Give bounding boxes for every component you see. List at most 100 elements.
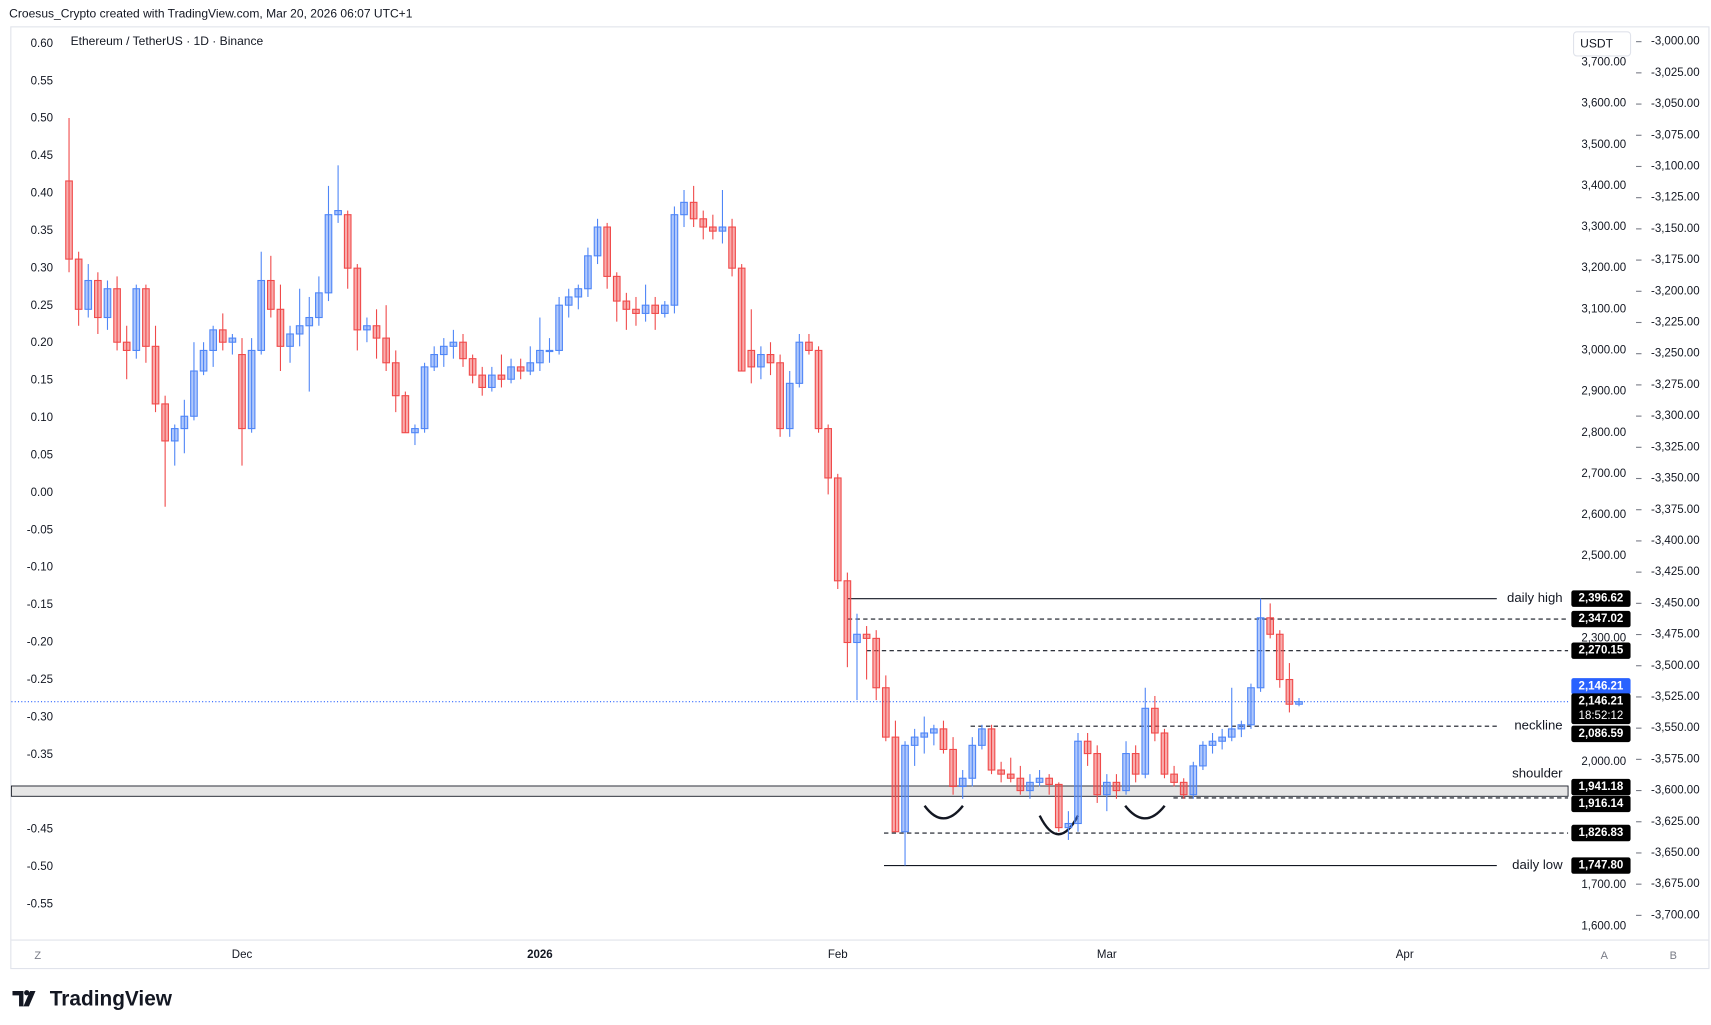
right-tick-label: -3,600.00 <box>1651 785 1700 797</box>
price-tick-label: 1,700.00 <box>1581 879 1626 891</box>
candle-body <box>170 428 179 442</box>
right-tick-label: -3,050.00 <box>1651 98 1700 110</box>
attribution: Croesus_Crypto created with TradingView.… <box>9 6 413 20</box>
right-tick-label: -3,375.00 <box>1651 504 1700 516</box>
candle-body <box>997 769 1005 775</box>
candle-body <box>382 337 390 364</box>
candle-body <box>478 374 487 389</box>
right-tick-label: -3,450.00 <box>1651 597 1700 609</box>
left-tick-label: 0.30 <box>31 262 53 274</box>
candle-body <box>324 214 333 294</box>
candle-body <box>401 395 410 434</box>
candle-body <box>1179 781 1188 796</box>
candle-body <box>670 214 679 306</box>
candle-body <box>939 728 948 751</box>
price-tick-label: 2,900.00 <box>1581 386 1626 398</box>
right-tick-label: -3,125.00 <box>1651 192 1700 204</box>
left-shoulder-arc <box>923 804 964 820</box>
candle-body <box>593 226 602 257</box>
candle-body <box>1160 732 1169 775</box>
right-tick-label: -3,225.00 <box>1651 317 1700 329</box>
candle-body <box>497 374 506 380</box>
candle-body <box>103 288 112 319</box>
level-name: daily low <box>1512 857 1563 872</box>
candle-body <box>1208 740 1217 746</box>
right-tick-label: -3,325.00 <box>1651 441 1700 453</box>
candle-body <box>853 633 861 644</box>
left-tick-label: -0.35 <box>27 749 53 761</box>
candle-body <box>161 403 169 442</box>
level-label-box <box>1571 725 1631 743</box>
level-label: 2,270.15 <box>1579 645 1624 657</box>
last-price-label: 2,146.21 <box>1579 696 1624 708</box>
left-tick-label: 0.20 <box>31 337 53 349</box>
price-tick-label: 3,300.00 <box>1581 221 1626 233</box>
left-tick-label: 0.00 <box>31 487 53 499</box>
left-tick-label: 0.35 <box>31 225 53 237</box>
candle-body <box>910 736 919 746</box>
price-tick-label: 3,100.00 <box>1581 303 1626 315</box>
candle-body <box>1218 736 1226 742</box>
candle-body <box>930 728 938 734</box>
right-tick-label: -3,700.00 <box>1651 909 1700 921</box>
right-tick-label: -3,550.00 <box>1651 722 1700 734</box>
price-tick-label: 2,600.00 <box>1581 509 1626 521</box>
candles <box>65 118 1303 866</box>
left-tick-label: -0.15 <box>27 599 53 611</box>
zone-top-label-box <box>1571 778 1631 796</box>
price-tick-label: 2,500.00 <box>1581 550 1626 562</box>
candle-body <box>1035 777 1044 783</box>
price-tick-label: 3,000.00 <box>1581 344 1626 356</box>
left-tick-label: 0.15 <box>31 375 53 387</box>
corner-b[interactable]: B <box>1670 950 1677 962</box>
level-label-box <box>1571 857 1631 874</box>
candle-body <box>785 382 794 430</box>
candle-body <box>1054 783 1063 829</box>
currency[interactable]: USDT <box>1580 37 1613 51</box>
candle-body <box>372 325 381 339</box>
candle-body <box>843 580 852 644</box>
level-label: 1,747.80 <box>1579 860 1624 872</box>
corner-a[interactable]: A <box>1601 950 1609 962</box>
candle-body <box>1006 773 1015 779</box>
right-tick-label: -3,650.00 <box>1651 847 1700 859</box>
corner-left[interactable]: Z <box>34 950 41 962</box>
candle-body <box>94 279 102 319</box>
zone-bottom-label: 1,916.14 <box>1579 798 1624 810</box>
last-price-label-box <box>1571 693 1631 725</box>
left-tick-label: 0.60 <box>31 38 53 50</box>
candle-body <box>641 304 650 314</box>
zone-bottom-label-box <box>1571 795 1631 813</box>
candle-body <box>84 279 93 310</box>
currency-box[interactable] <box>1573 31 1632 57</box>
last-price-axis-label: 2,146.21 <box>1579 680 1624 692</box>
candle-body <box>728 226 736 269</box>
candle-body <box>680 201 688 216</box>
candle-body <box>199 349 208 372</box>
zone-name: shoulder <box>1512 765 1563 780</box>
level-label: 2,086.59 <box>1579 728 1624 740</box>
time-tick-label: Apr <box>1396 949 1414 961</box>
candle-body <box>968 744 977 779</box>
candle-body <box>536 349 544 364</box>
candle-body <box>65 180 73 260</box>
candle-body <box>439 345 448 356</box>
candle-body <box>603 226 611 277</box>
candle-body <box>209 329 218 351</box>
candle-body <box>776 362 784 430</box>
level-label: 2,347.02 <box>1579 613 1624 625</box>
left-tick-label: -0.25 <box>27 674 53 686</box>
candle-body <box>1064 822 1073 829</box>
left-tick-label: -0.20 <box>27 637 53 649</box>
candle-body <box>238 354 246 430</box>
candle-body <box>1266 617 1275 635</box>
candle-body <box>718 226 727 232</box>
candle-body <box>1256 617 1265 689</box>
right-tick-label: -3,075.00 <box>1651 129 1700 141</box>
zone-top-label: 1,941.18 <box>1579 781 1624 793</box>
price-tick-label: 3,400.00 <box>1581 180 1626 192</box>
candle-body <box>574 288 583 298</box>
candle-body <box>699 218 708 228</box>
right-tick-label: -3,475.00 <box>1651 629 1700 641</box>
